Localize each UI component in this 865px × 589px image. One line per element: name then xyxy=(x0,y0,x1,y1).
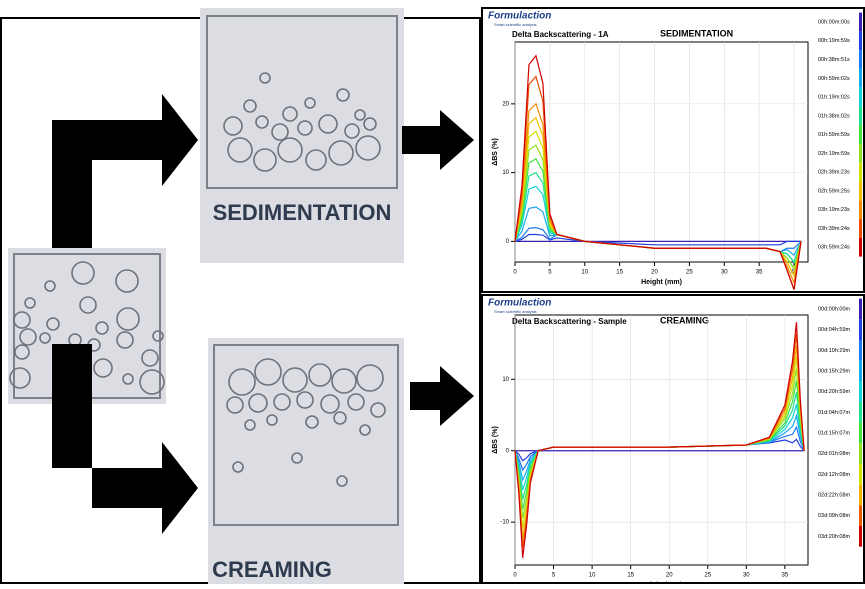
x-tick-label: 15 xyxy=(616,270,623,276)
chart-title: Delta Backscattering - Sample xyxy=(512,317,627,326)
x-tick-label: 0 xyxy=(513,573,517,579)
legend-label: 00h:00m:00s xyxy=(818,19,850,25)
legend-swatch xyxy=(859,443,862,464)
chart-panel xyxy=(481,294,865,584)
legend-swatch xyxy=(859,125,862,144)
creaming-box: CREAMING xyxy=(208,338,404,584)
y-tick-label: -10 xyxy=(500,520,509,526)
legend-label: 02h:39m:23s xyxy=(818,170,850,176)
legend-swatch xyxy=(859,50,862,69)
x-tick-label: 0 xyxy=(513,270,517,276)
brand: Formulaction xyxy=(488,11,551,22)
x-tick-label: 30 xyxy=(743,573,750,579)
brand-tagline: Smart scientific analysis xyxy=(494,22,537,27)
legend-swatch xyxy=(859,319,862,340)
x-axis-label: Height (mm) xyxy=(641,279,682,286)
legend-label: 00d:10h:29m xyxy=(818,348,851,354)
legend-label: 02h:19m:59s xyxy=(818,151,850,157)
y-tick-label: 10 xyxy=(502,170,509,176)
legend-label: 00d:15h:29m xyxy=(818,368,851,374)
legend-label: 01h:59m:59s xyxy=(818,132,850,138)
legend-label: 01h:38m:02s xyxy=(818,113,850,119)
legend-label: 00h:38m:51s xyxy=(818,57,850,63)
legend-label: 00h:19m:59s xyxy=(818,38,850,44)
legend-swatch xyxy=(859,381,862,402)
legend-swatch xyxy=(859,360,862,382)
legend-swatch xyxy=(859,162,862,182)
legend-label: 01h:19m:02s xyxy=(818,95,850,101)
legend-swatch xyxy=(859,31,862,51)
sedimentation-box: SEDIMENTATION xyxy=(200,8,404,263)
legend-swatch xyxy=(859,237,862,257)
legend-label: 01d:15h:07m xyxy=(818,430,851,436)
legend-label: 00d:04h:59m xyxy=(818,327,851,333)
legend-label: 02d:22h:08m xyxy=(818,492,851,498)
chart-panel xyxy=(481,7,865,293)
brand-tagline: Smart scientific analysis xyxy=(494,309,537,314)
x-tick-label: 15 xyxy=(627,573,634,579)
legend-swatch xyxy=(859,68,862,88)
y-tick-label: 10 xyxy=(502,377,509,383)
legend-label: 03h:59m:24s xyxy=(818,245,850,251)
x-tick-label: 10 xyxy=(589,573,596,579)
legend-swatch xyxy=(859,464,862,485)
y-tick-label: 0 xyxy=(506,448,510,454)
arrows xyxy=(52,94,474,534)
legend-label: 03h:39m:24s xyxy=(818,226,850,232)
brand: Formulaction xyxy=(488,298,551,309)
legend-label: 00d:20h:59m xyxy=(818,389,851,395)
legend-label: 00h:59m:02s xyxy=(818,76,850,82)
legend-label: 00d:00h:00m xyxy=(818,306,851,312)
y-tick-label: 20 xyxy=(502,101,509,107)
legend-label: 03d:09h:08m xyxy=(818,513,851,519)
legend-label: 01d:04h:07m xyxy=(818,410,851,416)
x-tick-label: 10 xyxy=(581,270,588,276)
x-tick-label: 5 xyxy=(552,573,556,579)
x-tick-label: 20 xyxy=(666,573,673,579)
chart-title: Delta Backscattering - 1A xyxy=(512,30,609,39)
y-axis-label: ΔBS (%) xyxy=(492,138,499,166)
x-tick-label: 25 xyxy=(686,270,693,276)
x-tick-label: 20 xyxy=(651,270,658,276)
legend-label: 02d:12h:08m xyxy=(818,472,851,478)
x-tick-label: 30 xyxy=(721,270,728,276)
legend-swatch xyxy=(859,484,862,506)
legend-swatch xyxy=(859,106,862,126)
label-creaming: CREAMING xyxy=(212,557,332,582)
label-sedimentation: SEDIMENTATION xyxy=(213,200,392,225)
legend-swatch xyxy=(859,422,862,444)
legend-swatch xyxy=(859,144,862,163)
legend-swatch xyxy=(859,181,862,201)
x-tick-label: 35 xyxy=(756,270,763,276)
legend-label: 03h:19m:23s xyxy=(818,207,850,213)
legend-label: 02d:01h:08m xyxy=(818,451,851,457)
legend-swatch xyxy=(859,219,862,238)
legend-swatch xyxy=(859,12,862,32)
legend-label: 02h:59m:25s xyxy=(818,188,850,194)
legend-swatch xyxy=(859,526,862,547)
x-tick-label: 5 xyxy=(548,270,552,276)
legend-swatch xyxy=(859,402,862,423)
chart-subtitle: CREAMING xyxy=(660,315,709,325)
chart-subtitle: SEDIMENTATION xyxy=(660,28,733,38)
x-tick-label: 35 xyxy=(782,573,789,579)
y-tick-label: 0 xyxy=(506,239,510,245)
x-tick-label: 25 xyxy=(704,573,711,579)
legend-swatch xyxy=(859,200,862,220)
legend-swatch xyxy=(859,298,862,320)
legend-swatch xyxy=(859,87,862,107)
legend-label: 03d:20h:08m xyxy=(818,534,851,540)
series-line xyxy=(514,54,802,290)
legend-swatch xyxy=(859,340,862,361)
y-axis-label: ΔBS (%) xyxy=(492,426,499,454)
series-line xyxy=(514,322,805,558)
legend-swatch xyxy=(859,505,862,526)
